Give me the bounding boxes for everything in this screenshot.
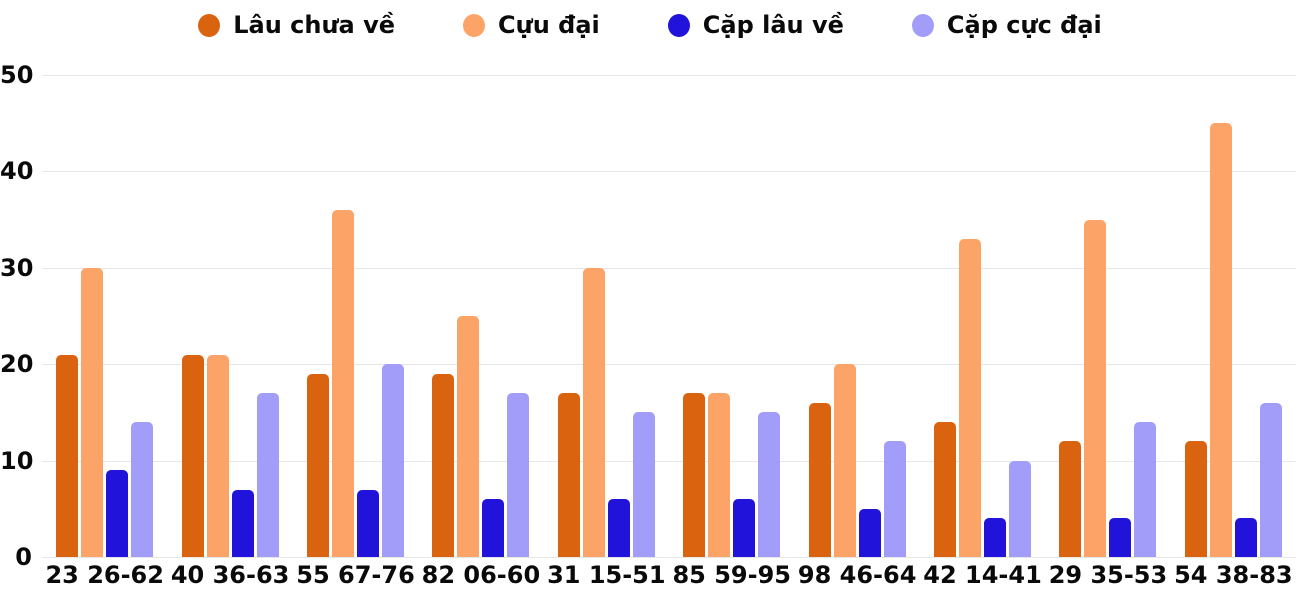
y-tick-label: 30: [0, 253, 34, 282]
bar[interactable]: [1184, 441, 1207, 557]
x-axis-category-label: 23 26-62: [45, 561, 164, 589]
bar[interactable]: [1259, 402, 1282, 557]
legend-marker-circle-icon: [198, 13, 221, 37]
bar[interactable]: [582, 267, 605, 557]
bar-group: [544, 75, 669, 557]
x-axis-category-label: 85 59-95: [672, 561, 791, 589]
y-tick-label: 40: [0, 157, 34, 186]
bar[interactable]: [307, 373, 330, 557]
bar[interactable]: [1009, 460, 1032, 557]
gridline: [42, 267, 1296, 269]
bar-group: [167, 75, 292, 557]
y-tick-label: 50: [0, 61, 34, 89]
bar[interactable]: [357, 489, 380, 557]
bar[interactable]: [959, 238, 982, 557]
bar[interactable]: [833, 364, 856, 557]
y-tick-label: 0: [15, 543, 32, 571]
bar[interactable]: [507, 393, 530, 557]
legend-marker-circle-icon: [463, 13, 486, 37]
x-axis-labels: 23 26-62 40 36-63 55 67-76 82 06-60 31 15-51…: [42, 562, 1296, 594]
y-axis: 0 10 20 30 40 50: [0, 63, 34, 569]
gridline: [42, 364, 1296, 366]
bar[interactable]: [231, 489, 254, 557]
bar[interactable]: [858, 508, 881, 557]
bar[interactable]: [984, 518, 1007, 557]
bar-group: [1045, 75, 1170, 557]
y-tick-label: 10: [0, 446, 34, 475]
bar[interactable]: [106, 470, 129, 557]
legend-item: Lâu chưa về: [198, 11, 395, 39]
bar[interactable]: [1109, 518, 1132, 557]
bar-group: [1171, 75, 1296, 557]
legend-item: Cặp cực đại: [911, 11, 1102, 39]
bar[interactable]: [432, 373, 455, 557]
bar[interactable]: [1209, 123, 1232, 557]
bar[interactable]: [382, 364, 405, 557]
bar[interactable]: [934, 422, 957, 557]
gridline: [42, 557, 1296, 558]
gridline: [42, 75, 1296, 76]
y-tick-label: 20: [0, 350, 34, 379]
bar-group: [418, 75, 543, 557]
bar-group: [42, 75, 167, 557]
gridline: [42, 171, 1296, 173]
bar[interactable]: [482, 499, 505, 557]
bar[interactable]: [683, 393, 706, 557]
legend-label: Cựu đại: [498, 11, 600, 39]
legend-marker-circle-icon: [667, 13, 690, 37]
legend-marker-circle-icon: [911, 13, 934, 37]
bar[interactable]: [1234, 518, 1257, 557]
bar[interactable]: [1134, 422, 1157, 557]
bar[interactable]: [256, 393, 279, 557]
bar[interactable]: [808, 402, 831, 557]
bar[interactable]: [1059, 441, 1082, 557]
bar[interactable]: [181, 354, 204, 557]
x-axis-category-label: 54 38-83: [1174, 561, 1293, 589]
x-axis-category-label: 82 06-60: [421, 561, 541, 589]
bar[interactable]: [81, 267, 104, 557]
bar[interactable]: [206, 354, 229, 557]
bar-group: [669, 75, 794, 557]
legend-label: Cặp cực đại: [946, 11, 1102, 39]
x-axis-category-label: 40 36-63: [170, 561, 290, 589]
bar[interactable]: [708, 393, 731, 557]
bar[interactable]: [457, 316, 480, 557]
bar[interactable]: [332, 209, 355, 557]
bar[interactable]: [632, 412, 655, 557]
x-axis-category-label: 31 15-51: [547, 561, 666, 589]
legend-item: Cặp lâu về: [667, 11, 844, 39]
bar[interactable]: [883, 441, 906, 557]
legend-label: Cặp lâu về: [702, 11, 844, 39]
x-axis-category-label: 42 14-41: [923, 561, 1042, 589]
bar[interactable]: [1084, 219, 1107, 557]
legend-label: Lâu chưa về: [233, 11, 396, 39]
legend-item: Cựu đại: [463, 11, 600, 39]
bar[interactable]: [131, 422, 154, 557]
bar[interactable]: [758, 412, 781, 557]
bar-group: [920, 75, 1045, 557]
bar[interactable]: [557, 393, 580, 557]
x-axis-category-label: 29 35-53: [1048, 561, 1168, 589]
chart-legend: Lâu chưa về Cựu đại Cặp lâu về Cặp cực đại: [0, 6, 1300, 44]
bar[interactable]: [56, 354, 79, 557]
gridline: [42, 460, 1296, 462]
bar[interactable]: [607, 499, 630, 557]
bar-groups: [42, 75, 1296, 557]
x-axis-category-label: 98 46-64: [797, 561, 917, 589]
plot-area: [42, 75, 1296, 558]
x-axis-category-label: 55 67-76: [296, 561, 415, 589]
bar-group: [293, 75, 418, 557]
bar-group: [794, 75, 919, 557]
bar[interactable]: [733, 499, 756, 557]
